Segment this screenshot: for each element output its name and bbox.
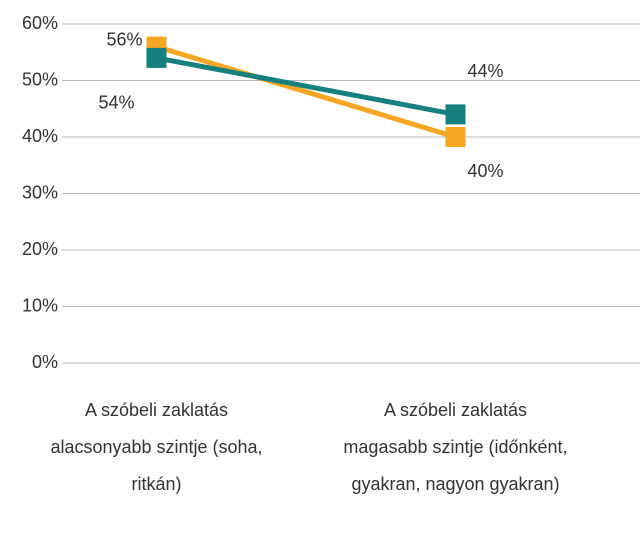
y-tick-label: 50%: [22, 69, 58, 89]
marker: [146, 47, 167, 68]
x-tick-label: A szóbeli zaklatás alacsonyabb szintje (…: [50, 400, 263, 494]
marker: [445, 127, 466, 147]
y-tick-label: 40%: [22, 126, 58, 146]
series-line: [155, 44, 457, 140]
y-tick-label: 0%: [32, 352, 58, 372]
series-line: [156, 55, 456, 117]
data-label: 44%: [467, 61, 503, 81]
data-label: 54%: [98, 93, 134, 113]
marker: [445, 104, 466, 125]
y-tick-label: 10%: [22, 295, 58, 315]
data-label: 40%: [467, 161, 503, 181]
y-tick-label: 20%: [22, 239, 58, 259]
y-tick-label: 60%: [22, 13, 58, 33]
y-tick-label: 30%: [22, 182, 58, 202]
data-label: 56%: [106, 29, 142, 49]
x-tick-label: A szóbeli zaklatás magasabb szintje (idő…: [343, 400, 568, 494]
